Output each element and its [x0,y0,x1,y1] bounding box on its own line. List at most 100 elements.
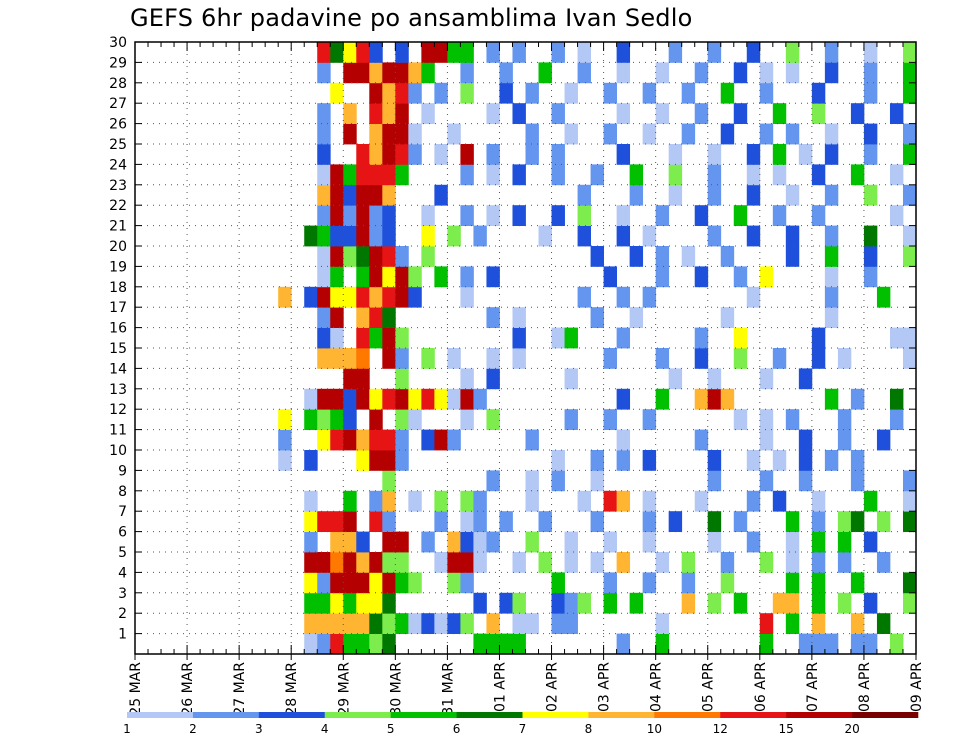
heatmap-cell [616,205,631,226]
heatmap-cell [785,184,800,206]
heatmap-cell [746,450,761,471]
heatmap-cell [603,266,618,288]
heatmap-cell [824,62,839,84]
heatmap-cell [642,450,657,471]
heatmap-cell [330,205,344,226]
heatmap-cell [525,470,539,492]
heatmap-cell [551,450,565,471]
heatmap-cell [889,103,904,124]
heatmap-cell [668,42,683,63]
heatmap-cell [889,409,904,430]
heatmap-cell [330,42,344,63]
heatmap-cell [642,490,657,512]
heatmap-cell [655,246,670,267]
heatmap-cell [759,633,774,655]
legend-swatch [522,712,589,718]
heatmap-cell [785,531,800,553]
heatmap-cell [629,307,644,328]
heatmap-cell [512,327,526,349]
x-tick-label: 25 MAR [128,662,144,716]
heatmap-cell [382,490,396,512]
heatmap-cell [395,42,409,63]
heatmap-cell [785,613,800,634]
heatmap-cell [369,633,383,655]
heatmap-cell [330,531,344,553]
heatmap-cell [369,123,383,145]
heatmap-cell [317,429,331,451]
heatmap-cell [382,184,396,206]
heatmap-cell [460,164,474,186]
heatmap-cell [889,633,904,655]
heatmap-cell [317,266,331,288]
heatmap-cell [876,429,891,451]
heatmap-cell [772,450,787,471]
heatmap-cell [317,552,331,573]
heatmap-cell [421,205,435,226]
heatmap-cell [837,429,852,451]
heatmap-cell [655,266,670,288]
heatmap-cell [382,633,396,655]
heatmap-cell [473,511,487,532]
y-tick-label: 1 [118,627,127,643]
heatmap-cell [616,42,631,63]
heatmap-cell [330,266,344,288]
heatmap-cell [369,82,383,104]
heatmap-cell [408,266,422,288]
x-tick-label: 08 APR [857,662,873,712]
heatmap-cell [538,225,552,247]
heatmap-cell [421,388,435,410]
heatmap-cell [837,531,852,553]
heatmap-cell [902,327,917,349]
heatmap-cell [447,572,461,594]
y-tick-label: 14 [109,361,127,377]
heatmap-cell [343,552,357,573]
heatmap-cell [278,286,292,308]
x-tick-label: 30 MAR [388,662,404,716]
x-tick-label: 05 APR [701,662,717,712]
heatmap-cell [837,511,852,532]
y-tick-label: 4 [118,565,127,581]
heatmap-cell [434,429,448,451]
heatmap-cell [421,62,435,84]
heatmap-cell [343,225,357,247]
heatmap-cell [564,82,578,104]
y-tick-label: 6 [118,525,127,541]
heatmap-cell [837,348,852,369]
heatmap-cell [356,450,370,471]
heatmap-cell [317,633,331,655]
heatmap-cell [304,225,318,247]
heatmap-cell [902,225,917,247]
heatmap-cell [772,348,787,369]
heatmap-cell [356,388,370,410]
heatmap-cell [902,184,917,206]
heatmap-cell [681,592,696,614]
heatmap-cell [824,450,839,471]
heatmap-cell [408,62,422,84]
heatmap-cell [577,205,591,226]
heatmap-cell [824,42,839,63]
heatmap-cell [434,42,448,63]
heatmap-cell [317,572,331,594]
heatmap-cell [720,572,735,594]
heatmap-cell [642,511,657,532]
y-tick-label: 23 [109,178,127,194]
heatmap-cell [694,103,709,124]
heatmap-cell [824,225,839,247]
heatmap-cell [590,511,604,532]
heatmap-cell [642,82,657,104]
heatmap-cell [369,307,383,328]
heatmap-cell [499,511,513,532]
heatmap-cell [460,409,474,430]
heatmap-cell [616,327,631,349]
y-tick-label: 17 [109,300,127,316]
heatmap-cell [356,184,370,206]
heatmap-cell [343,592,357,614]
heatmap-cell [369,62,383,84]
heatmap-cell [733,266,748,288]
heatmap-cell [486,368,500,390]
heatmap-cell [434,552,448,573]
heatmap-cell [590,307,604,328]
heatmap-cell [460,82,474,104]
heatmap-cell [486,307,500,328]
heatmap-cell [798,470,813,492]
